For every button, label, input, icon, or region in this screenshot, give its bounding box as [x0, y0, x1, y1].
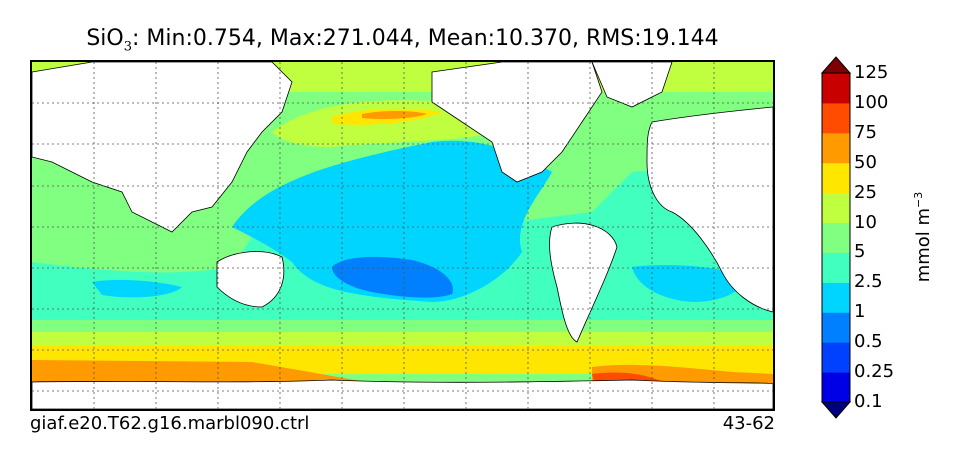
- colorbar-segment: [822, 132, 850, 164]
- case-name-label: giaf.e20.T62.g16.marbl090.ctrl: [30, 413, 310, 434]
- ocean-band-indian-1-2_5: [92, 279, 182, 298]
- colorbar-label: mmol m−3: [912, 192, 934, 283]
- colorbar-segment: [822, 73, 850, 104]
- colorbar-segment: [822, 282, 850, 313]
- colorbar-segments: [820, 56, 852, 419]
- colorbar-segment: [822, 222, 850, 253]
- colorbar-tick-label: 100: [854, 91, 889, 113]
- colorbar-border: [821, 72, 851, 403]
- colorbar-extend-min: [820, 401, 852, 419]
- ocean-band-npac-10-25: [272, 100, 502, 147]
- colorbar-segment: [822, 162, 850, 194]
- colorbar-tick-label: 0.5: [854, 331, 883, 353]
- colorbar-label-exponent: −3: [912, 191, 925, 208]
- plot-title: SiO3: Min:0.754, Max:271.044, Mean:10.37…: [30, 26, 775, 54]
- colorbar-segment: [822, 102, 850, 134]
- ocean-band-npac-50-75: [362, 111, 427, 119]
- ocean-band-so-10-25: [32, 332, 773, 346]
- map-gridlines: [32, 62, 773, 409]
- years-label: 43-62: [722, 413, 775, 434]
- colorbar-label-text: mmol m: [913, 207, 934, 283]
- ocean-band-pacific-1-2_5: [232, 140, 552, 302]
- colorbar-tick-label: 1: [854, 301, 866, 323]
- colorbar-tick-label: 125: [854, 62, 889, 83]
- map-panel: [30, 60, 775, 411]
- ocean-band-atlantic-1-2_5: [632, 265, 747, 302]
- colorbar-tick-label: 75: [854, 121, 877, 143]
- colorbar-segment: [822, 342, 850, 373]
- colorbar-tick-label: 0.25: [854, 361, 895, 383]
- colorbar-segment: [822, 372, 850, 403]
- title-variable: SiO: [86, 26, 124, 51]
- colorbar-tick-label: 25: [854, 181, 877, 203]
- colorbar-segment: [822, 192, 850, 224]
- title-stats: : Min:0.754, Max:271.044, Mean:10.370, R…: [132, 26, 719, 51]
- colorbar-tick-label: 0.1: [854, 391, 883, 412]
- colorbar-tick-label: 10: [854, 211, 877, 233]
- colorbar-segment: [822, 252, 850, 283]
- title-subscript: 3: [123, 39, 133, 55]
- colorbar-tick-label: 5: [854, 241, 866, 263]
- colorbar: [820, 56, 852, 419]
- colorbar-tick-label: 2.5: [854, 271, 883, 293]
- ocean-band-so-5-10: [32, 320, 773, 332]
- colorbar-extend-max: [820, 56, 852, 74]
- colorbar-tick-label: 50: [854, 151, 877, 173]
- ocean-silicate-map: [32, 62, 773, 409]
- ocean-band-gyre-0_5-1: [332, 256, 453, 298]
- colorbar-segment: [822, 312, 850, 343]
